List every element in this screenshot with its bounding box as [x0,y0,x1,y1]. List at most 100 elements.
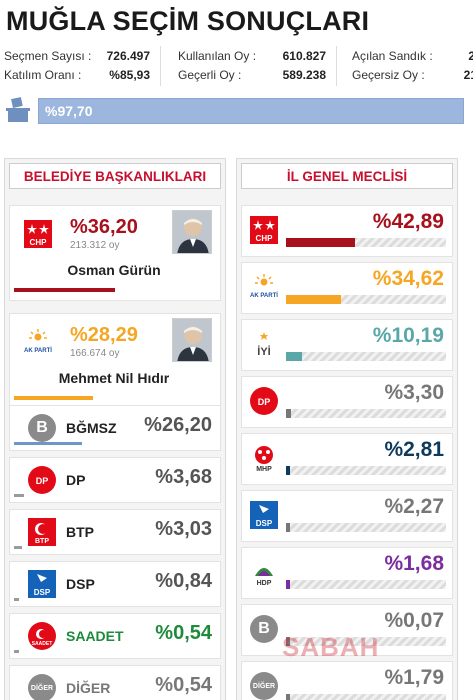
party-result-row[interactable]: DP DP %3,68 [9,457,221,503]
meclis-result-row[interactable]: B %0,07 [241,604,453,656]
stats-col-3: Açılan Sandık : 2 Geçersiz Oy : 21 [352,46,473,88]
svg-text:CHP: CHP [256,234,274,243]
candidate-percentage: %36,20 [70,216,138,238]
party-result-row[interactable]: SAADET SAADET %0,54 [9,613,221,659]
party-logo-icon: DSP [250,501,278,529]
party-name: BĞMSZ [66,420,117,436]
belediye-heading: BELEDİYE BAŞKANLIKLARI [9,163,221,189]
vote-share-bar [14,442,82,445]
stats-summary: Seçmen Sayısı : 726.497 Katılım Oranı : … [0,46,473,88]
page-title: MUĞLA SEÇİM SONUÇLARI [6,6,370,36]
party-name: DİĞER [66,680,111,696]
party-result-row[interactable]: DİĞER DİĞER %0,54 [9,665,221,700]
meclis-bar-track [286,352,446,361]
party-logo-icon: DP [250,387,278,415]
meclis-bar-track [286,409,446,418]
party-logo-icon: AK PARTİ [250,273,278,301]
party-logo-icon: AK PARTİ [24,328,52,356]
party-percentage: %0,54 [155,674,212,696]
stat-gecersiz-oy: Geçersiz Oy : 21 [352,68,473,82]
candidate-photo [172,210,212,254]
meclis-result-row[interactable]: DP %3,30 [241,376,453,428]
party-logo-icon: B [250,615,278,643]
meclis-result-row[interactable]: İYİ %10,19 [241,319,453,371]
meclis-result-row[interactable]: MHP %2,81 [241,433,453,485]
svg-text:DSP: DSP [34,588,51,597]
stat-katilim-orani: Katılım Oranı : %85,93 [4,68,150,82]
meclis-result-row[interactable]: DSP %2,27 [241,490,453,542]
svg-text:MHP: MHP [256,466,272,472]
party-logo-icon: DSP [28,570,56,598]
svg-text:DP: DP [36,476,49,486]
meclis-percentage: %34,62 [372,267,444,290]
meclis-bar-track [286,523,446,532]
svg-text:SAADET: SAADET [32,641,53,647]
meclis-bar-fill [286,523,290,532]
vote-share-bar [14,546,22,549]
vote-share-bar [14,288,115,292]
party-result-row[interactable]: B BĞMSZ %26,20 [9,405,221,451]
candidate-name: Mehmet Nil Hıdır [58,370,170,386]
meclis-percentage: %3,30 [384,381,444,404]
meclis-bar-fill [286,409,291,418]
meclis-percentage: %42,89 [372,210,444,233]
meclis-bar-track [286,580,446,589]
party-percentage: %3,03 [155,518,212,540]
stats-divider [160,46,161,86]
party-logo-icon: MHP [250,444,278,472]
party-percentage: %3,68 [155,466,212,488]
meclis-bar-fill [286,352,302,361]
ballot-box-icon [6,97,30,122]
ballot-box-progress: %97,70 [0,94,473,128]
meclis-bar-fill [286,580,290,589]
party-result-row[interactable]: DSP DSP %0,84 [9,561,221,607]
meclis-result-row[interactable]: AK PARTİ %34,62 [241,262,453,314]
party-result-row[interactable]: BTP BTP %3,03 [9,509,221,555]
stat-secmen-sayisi: Seçmen Sayısı : 726.497 [4,49,150,63]
party-logo-icon: HDP [250,558,278,586]
meclis-percentage: %2,27 [384,495,444,518]
meclis-result-row[interactable]: HDP %1,68 [241,547,453,599]
candidate-votes: 166.674 oy [70,348,120,359]
party-percentage: %26,20 [144,414,212,436]
stat-kullanilan-oy: Kullanılan Oy : 610.827 [178,49,326,63]
vote-share-bar [14,650,19,653]
party-logo-icon: DP [28,466,56,494]
meclis-percentage: %10,19 [372,324,444,347]
meclis-bar-fill [286,466,290,475]
svg-text:AK PARTİ: AK PARTİ [24,347,52,354]
svg-text:BTP: BTP [35,538,49,545]
party-percentage: %0,84 [155,570,212,592]
candidate-votes: 213.312 oy [70,240,120,251]
party-logo-icon: DİĞER [28,674,56,700]
svg-text:DSP: DSP [256,519,273,528]
candidate-card[interactable]: CHP %36,20 213.312 oy Osman Gürün [9,205,221,301]
meclis-bar-track [286,637,446,646]
party-logo-icon: BTP [28,518,56,546]
party-logo-icon: B [28,414,56,442]
candidate-card[interactable]: AK PARTİ %28,29 166.674 oy Mehmet Nil Hıdır [9,313,221,409]
watermark-logo: SABAH [282,632,380,662]
stat-acilan-sandik: Açılan Sandık : 2 [352,49,473,63]
vote-share-bar [14,598,19,601]
svg-text:AK PARTİ: AK PARTİ [250,292,278,299]
meclis-bar-fill [286,295,341,304]
meclis-bar-track [286,238,446,247]
party-logo-icon: DİĞER [250,672,278,700]
vote-share-bar [14,396,93,400]
svg-text:DP: DP [258,397,271,407]
candidate-photo [172,318,212,362]
meclis-bar-track [286,466,446,475]
meclis-result-row[interactable]: DİĞER %1,79 [241,661,453,700]
meclis-bar-fill [286,238,355,247]
candidate-percentage: %28,29 [70,324,138,346]
party-name: DP [66,472,86,488]
stats-col-2: Kullanılan Oy : 610.827 Geçerli Oy : 589… [178,46,326,88]
meclis-result-row[interactable]: CHP %42,89 [241,205,453,257]
stats-divider [336,46,337,86]
party-logo-icon: İYİ [250,330,278,358]
party-logo-icon: CHP [24,220,52,248]
party-logo-icon: SAADET [28,622,56,650]
party-name: SAADET [66,628,124,644]
